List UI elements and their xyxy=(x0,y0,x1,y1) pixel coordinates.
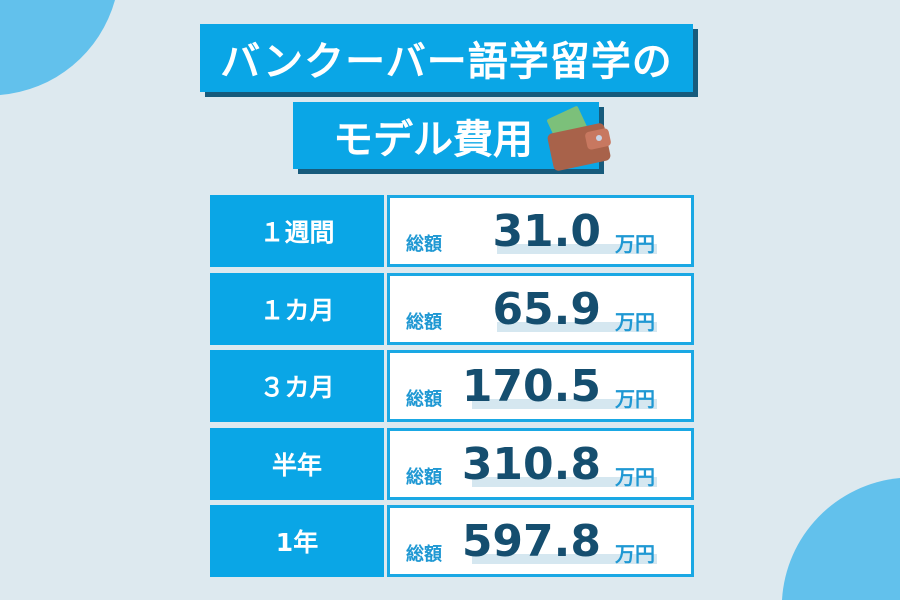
cost-row: 半年 総額 310.8 万円 xyxy=(210,428,694,500)
amount-highlight xyxy=(472,399,657,409)
amount-value: 31.0 xyxy=(492,206,601,257)
amount-cell: 総額 31.0 万円 xyxy=(387,195,694,267)
period-label: 1年 xyxy=(210,505,384,577)
total-label: 総額 xyxy=(406,467,442,488)
amount-cell: 総額 597.8 万円 xyxy=(387,505,694,577)
amount-unit: 万円 xyxy=(615,310,655,334)
total-label: 総額 xyxy=(406,312,442,333)
title-line-2: モデル費用 xyxy=(293,102,599,169)
title-line-1: バンクーバー語学留学の xyxy=(200,24,693,92)
corner-decoration xyxy=(0,0,115,95)
total-label: 総額 xyxy=(406,234,442,255)
wallet-icon xyxy=(547,106,611,171)
amount-unit: 万円 xyxy=(615,232,655,256)
amount-value: 310.8 xyxy=(461,439,601,490)
cost-row: １カ月 総額 65.9 万円 xyxy=(210,273,694,345)
amount-highlight xyxy=(472,554,657,564)
period-label: 半年 xyxy=(210,428,384,500)
cost-row: ３カ月 総額 170.5 万円 xyxy=(210,350,694,422)
amount-highlight xyxy=(497,322,657,332)
cost-row: 1年 総額 597.8 万円 xyxy=(210,505,694,577)
amount-cell: 総額 65.9 万円 xyxy=(387,273,694,345)
amount-unit: 万円 xyxy=(615,387,655,411)
amount-cell: 総額 170.5 万円 xyxy=(387,350,694,422)
period-label: １週間 xyxy=(210,195,384,267)
amount-value: 170.5 xyxy=(461,361,601,412)
cost-row: １週間 総額 31.0 万円 xyxy=(210,195,694,267)
amount-cell: 総額 310.8 万円 xyxy=(387,428,694,500)
amount-value: 65.9 xyxy=(492,284,601,335)
amount-unit: 万円 xyxy=(615,542,655,566)
corner-decoration xyxy=(782,478,900,600)
amount-value: 597.8 xyxy=(461,516,601,567)
period-label: １カ月 xyxy=(210,273,384,345)
amount-unit: 万円 xyxy=(615,465,655,489)
amount-highlight xyxy=(472,477,657,487)
period-label: ３カ月 xyxy=(210,350,384,422)
total-label: 総額 xyxy=(406,544,442,565)
amount-highlight xyxy=(497,244,657,254)
total-label: 総額 xyxy=(406,389,442,410)
